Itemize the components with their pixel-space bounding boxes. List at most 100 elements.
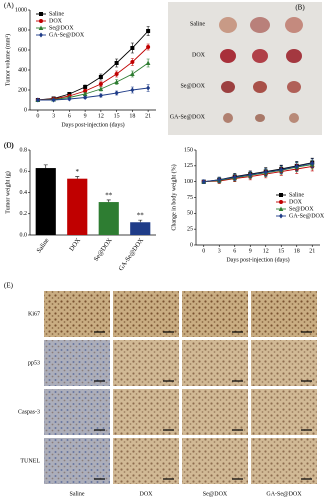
marker (67, 96, 72, 102)
histology-image (44, 389, 110, 435)
marker (248, 172, 253, 178)
series-line (203, 162, 313, 183)
marker (98, 93, 103, 98)
error-bar (43, 164, 48, 169)
y-tick-label: 1000 (15, 7, 27, 13)
y-tick-label: 0.4 (20, 190, 28, 196)
marker (146, 29, 151, 33)
series-line (37, 46, 149, 101)
legend-label: GA-Se@DOX (289, 213, 324, 219)
marker (98, 82, 103, 86)
legend-label: Saline (289, 192, 304, 198)
y-tick-label: 400 (18, 67, 27, 73)
marker (263, 169, 268, 175)
histology-image (182, 291, 248, 337)
marker (39, 12, 43, 16)
marker (39, 19, 43, 23)
tumor (253, 81, 267, 93)
y-tick-label: 100 (184, 179, 193, 185)
marker (130, 60, 135, 64)
x-tick-label: 9 (249, 248, 252, 254)
panel-label: (A) (4, 2, 14, 10)
y-tick-label: 75 (187, 195, 193, 201)
error-bar (75, 176, 80, 179)
significance: * (76, 168, 80, 176)
tumor (285, 17, 303, 33)
x-tick-label: 0 (202, 248, 205, 254)
marker (114, 72, 119, 76)
marker (279, 213, 283, 219)
x-tick-label: 15 (278, 248, 284, 254)
marker (279, 167, 284, 173)
y-tick-label: 150 (184, 147, 193, 153)
legend-label: GA-Se@DOX (49, 32, 85, 38)
marker (114, 90, 119, 96)
column-label: DOX (140, 491, 154, 497)
y-tick-label: 50 (187, 211, 193, 217)
error-bar (138, 219, 143, 223)
series-line (203, 164, 313, 183)
histology-image (251, 389, 317, 435)
legend-label: Se@DOX (49, 25, 74, 31)
marker (39, 32, 43, 38)
y-tick-label: 25 (187, 227, 193, 233)
tumor (255, 114, 265, 122)
marker (146, 45, 151, 49)
y-tick-label: 0.8 (20, 147, 28, 153)
histology-image (113, 291, 179, 337)
x-tick-label: 18 (294, 248, 300, 254)
y-axis-label: Tumor volume (mm³) (4, 34, 11, 86)
histology-image (113, 389, 179, 435)
row-label: Saline (190, 21, 205, 27)
histology-image (44, 438, 110, 484)
panel-label: (C) (4, 142, 14, 150)
marker (145, 60, 151, 65)
x-axis-label: Days post-injection (days) (226, 256, 289, 263)
histology-image (251, 340, 317, 386)
histology-image (251, 438, 317, 484)
histology-image (251, 291, 317, 337)
tumor (252, 49, 268, 63)
tumor (287, 81, 301, 93)
x-tick-label: 3 (52, 113, 55, 119)
y-tick-label: 0.2 (20, 211, 28, 217)
marker (83, 95, 88, 100)
histology-image (44, 291, 110, 337)
marker (98, 86, 104, 91)
y-tick-label: 200 (18, 87, 27, 93)
histology-image (182, 438, 248, 484)
tumor (220, 49, 236, 63)
error-bar (106, 199, 111, 203)
row-label: pp53 (28, 360, 40, 366)
bar (130, 222, 151, 235)
marker (279, 200, 283, 204)
marker (130, 46, 135, 50)
x-tick-label: 12 (263, 248, 269, 254)
row-label: Se@DOX (180, 83, 205, 89)
x-tick-label: Saline (36, 237, 51, 254)
marker (310, 160, 315, 166)
legend-label: DOX (289, 199, 303, 205)
marker (130, 71, 135, 76)
marker (51, 97, 56, 103)
row-label: Caspas-3 (18, 409, 40, 415)
marker (278, 206, 284, 211)
row-label: DOX (192, 52, 206, 58)
marker (83, 89, 88, 93)
marker (130, 87, 135, 93)
histology-tint (44, 438, 110, 484)
x-tick-label: 0 (36, 113, 39, 119)
y-axis-label: Tumor weight (g) (4, 171, 11, 213)
row-label: Ki67 (28, 311, 40, 317)
y-axis-label: Change in body weight (%) (170, 164, 177, 230)
histology-image (113, 438, 179, 484)
x-axis-label: Days post-injection (days) (61, 121, 124, 128)
column-label: GA-Se@DOX (266, 491, 302, 497)
tumor (289, 113, 299, 123)
marker (114, 61, 119, 65)
x-tick-label: 3 (218, 248, 221, 254)
significance: ** (105, 192, 113, 200)
marker (35, 97, 40, 103)
tumor (219, 17, 237, 33)
